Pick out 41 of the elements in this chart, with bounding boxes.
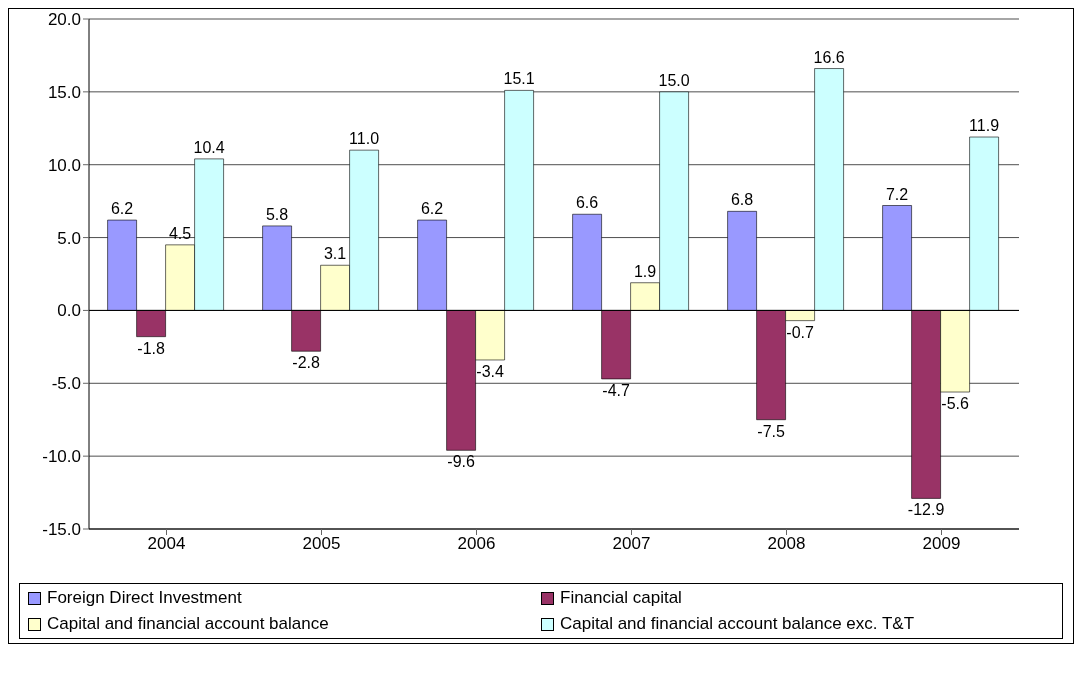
data-label: -3.4 [476, 362, 504, 380]
x-tick-label: 2006 [457, 534, 496, 554]
data-label: 6.2 [110, 200, 134, 218]
data-label: 1.9 [633, 262, 657, 280]
x-tick-label: 2005 [302, 534, 341, 554]
y-tick-label: -5.0 [51, 374, 81, 394]
data-label: -7.5 [757, 422, 785, 440]
legend-label: Financial capital [560, 588, 682, 608]
data-label: -4.7 [602, 381, 630, 399]
data-label: -0.7 [786, 323, 814, 341]
legend-label: Foreign Direct Investment [47, 588, 242, 608]
y-tick-label: 15.0 [47, 82, 81, 102]
data-label: 11.0 [349, 130, 380, 148]
data-label: 16.6 [813, 48, 845, 66]
data-label: 6.8 [730, 191, 754, 209]
x-tick-label: 2008 [767, 534, 806, 554]
data-label: 5.8 [265, 205, 289, 223]
x-tick-label: 2004 [147, 534, 186, 554]
x-tick-label: 2009 [922, 534, 961, 554]
legend-label: Capital and financial account balance exc. T&T [560, 614, 915, 634]
data-label: -1.8 [137, 339, 165, 357]
y-tick-label: -10.0 [42, 447, 81, 467]
data-label: 11.9 [969, 117, 1000, 135]
y-tick-label: -15.0 [42, 520, 81, 540]
data-label: 7.2 [885, 185, 909, 203]
data-label: 6.2 [420, 200, 444, 218]
data-label: -9.6 [447, 453, 475, 471]
data-label: 3.1 [323, 245, 347, 263]
data-label: 6.6 [575, 194, 599, 212]
data-label: 15.0 [658, 71, 690, 89]
data-label: -12.9 [907, 501, 945, 519]
data-label: 10.4 [193, 138, 225, 156]
y-tick-label: 10.0 [47, 155, 81, 175]
data-label: 15.1 [503, 70, 535, 88]
data-label: -5.6 [941, 395, 969, 413]
x-tick-label: 2007 [612, 534, 651, 554]
y-tick-label: 20.0 [47, 10, 81, 30]
y-tick-label: 5.0 [57, 228, 81, 248]
data-label: -2.8 [292, 354, 320, 372]
legend-label: Capital and financial account balance [47, 614, 329, 634]
y-tick-label: 0.0 [57, 301, 81, 321]
